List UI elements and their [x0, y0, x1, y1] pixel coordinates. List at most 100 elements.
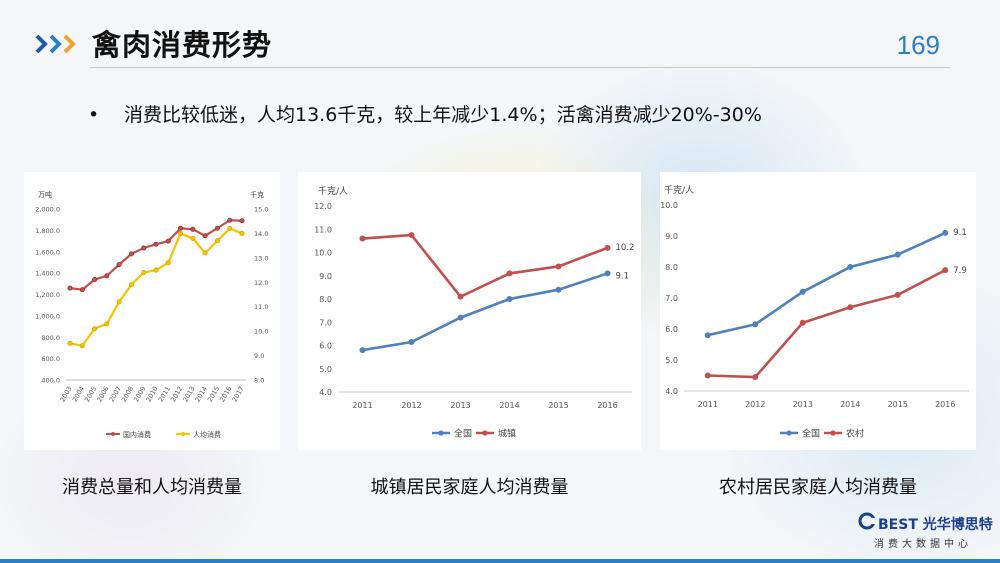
data-point [92, 326, 98, 332]
page-title: 禽肉消费形势 [92, 28, 273, 62]
right-y-tick-label: 13.0 [254, 254, 268, 262]
chart-rural-consumption-svg: 千克/人 4.0 5.0 6.0 7.0 8.0 9.0 10.0 2011 2012 2013 20… [660, 185, 969, 440]
data-point [894, 251, 901, 258]
chart-urban-consumption-svg: 千克/人 4.0 5.0 6.0 7.0 8.0 9.0 10.0 11.0 12.0 2011 20… [314, 186, 635, 440]
data-point [359, 347, 366, 354]
legend-label: 农村 [846, 428, 864, 440]
right-y-tick-label: 12.0 [254, 279, 268, 287]
x-tick-label: 2011 [698, 400, 718, 409]
data-point [116, 262, 122, 268]
data-point [752, 374, 759, 381]
logo-subtitle: 消费大数据中心 [874, 539, 972, 550]
legend-label: 人均消费 [193, 430, 221, 439]
data-point [894, 291, 901, 298]
data-point [153, 241, 159, 247]
data-point [67, 340, 73, 346]
data-point [128, 282, 134, 288]
y-tick-label: 6.0 [665, 325, 678, 334]
data-point [190, 235, 196, 241]
x-tick-label: 2016 [597, 401, 617, 410]
data-point [604, 244, 611, 251]
data-point [165, 260, 171, 266]
legend-marker [482, 430, 488, 436]
left-y-tick-label: 600.0 [41, 355, 60, 363]
legend-marker [786, 430, 792, 436]
data-point [141, 245, 147, 251]
y-tick-label: 10.0 [314, 249, 332, 258]
left-y-tick-label: 1,600.0 [35, 248, 60, 256]
data-label: 7.9 [953, 266, 967, 276]
data-point [408, 339, 415, 346]
left-y-tick-label: 1,200.0 [35, 291, 60, 299]
right-y-tick-label: 11.0 [254, 303, 268, 311]
data-point [79, 287, 85, 293]
data-point [847, 264, 854, 270]
series-line-0 [707, 231, 946, 337]
right-y-tick-label: 15.0 [254, 206, 268, 214]
x-tick-label: 2012 [401, 401, 421, 410]
data-point [141, 270, 147, 276]
data-point [214, 225, 220, 231]
right-y-tick-label: 14.0 [254, 230, 268, 238]
data-point [227, 226, 233, 232]
left-y-tick-label: 400.0 [41, 377, 60, 385]
logo-company: 光华博思特 [922, 517, 993, 533]
data-point [457, 314, 464, 321]
right-y-tick-label: 9.0 [254, 352, 264, 360]
x-tick-label: 2012 [745, 400, 765, 409]
data-point [104, 273, 110, 279]
caption-rural-consumption: 农村居民家庭人均消费量 [719, 477, 917, 498]
triple-chevron-icon [35, 34, 76, 54]
chart-rural-consumption: 千克/人 4.0 5.0 6.0 7.0 8.0 9.0 10.0 2011 2012 2013 20… [660, 172, 976, 450]
data-point [178, 225, 184, 231]
data-point [506, 296, 513, 302]
y-tick-label: 4.0 [665, 387, 678, 396]
legend-marker [111, 432, 115, 436]
chart-total-consumption-svg: 万吨 千克 400.0 600.0 800.0 1,000.0 1,200.0 1,400.0… [35, 190, 268, 439]
caption-total-consumption: 消费总量和人均消费量 [62, 477, 242, 498]
y-tick-label: 5.0 [665, 356, 678, 365]
left-axis-unit: 万吨 [38, 190, 52, 199]
legend-label: 全国 [454, 428, 472, 440]
y-tick-label: 8.0 [665, 263, 678, 272]
data-point [92, 277, 98, 283]
y-tick-label: 9.0 [665, 232, 678, 241]
data-point [227, 217, 233, 223]
data-point [847, 304, 854, 311]
data-label: 10.2 [616, 243, 635, 253]
page-number: 169 [896, 30, 940, 60]
data-point [359, 235, 366, 242]
data-point [942, 267, 949, 274]
y-tick-label: 10.0 [660, 201, 678, 210]
series-line-1 [707, 268, 946, 379]
right-y-tick-label: 10.0 [254, 328, 268, 336]
logo-mark-icon [858, 512, 876, 530]
y-axis-unit: 千克/人 [318, 186, 348, 197]
data-point [153, 267, 159, 273]
data-point [178, 230, 184, 236]
x-tick-label: 2014 [499, 401, 519, 410]
data-point [506, 270, 513, 277]
data-point [555, 263, 562, 270]
header-divider [90, 67, 950, 68]
data-point [704, 372, 711, 379]
data-point [128, 251, 134, 257]
data-point [202, 233, 208, 239]
chart-urban-consumption: 千克/人 4.0 5.0 6.0 7.0 8.0 9.0 10.0 11.0 12.0 2011 20… [298, 172, 641, 450]
data-point [79, 343, 85, 349]
data-point [942, 229, 949, 236]
data-point [799, 319, 806, 326]
data-point [408, 232, 415, 239]
data-point [202, 250, 208, 256]
chart-total-consumption: 万吨 千克 400.0 600.0 800.0 1,000.0 1,200.0 1,400.0… [24, 172, 280, 450]
left-y-tick-label: 800.0 [41, 334, 60, 342]
y-tick-label: 11.0 [314, 225, 332, 234]
y-tick-label: 8.0 [319, 295, 332, 304]
y-tick-label: 7.0 [665, 294, 678, 303]
left-y-tick-label: 1,400.0 [35, 270, 60, 278]
x-tick-label: 2011 [352, 401, 372, 410]
data-point [555, 286, 562, 293]
data-point [752, 321, 759, 328]
y-tick-label: 9.0 [319, 272, 332, 281]
data-point [704, 332, 711, 339]
